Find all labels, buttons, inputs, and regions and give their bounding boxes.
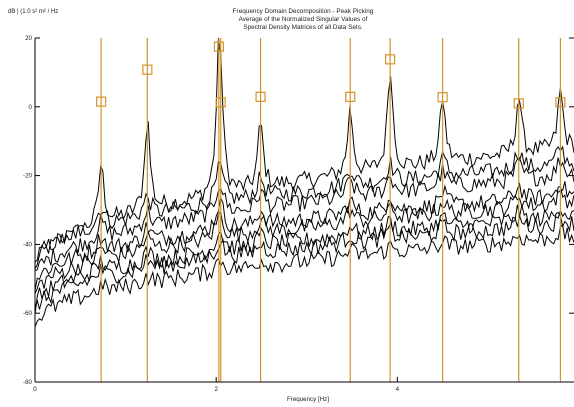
x-tick-label: 2 — [214, 386, 218, 393]
y-tick-label: 20 — [25, 35, 32, 42]
peak-markers — [96, 38, 566, 382]
chart-title-line-1: Frequency Domain Decomposition - Peak Pi… — [233, 8, 374, 15]
chart-title-line-2: Average of the Normalized Singular Value… — [239, 16, 368, 23]
peak-marker-1 — [96, 96, 107, 107]
y-unit-label: dB | (1.0 s² m² / Hz — [8, 9, 58, 15]
y-tick-label: -40 — [23, 241, 33, 248]
x-tick-label: 0 — [33, 386, 37, 393]
peak-marker-2 — [142, 64, 153, 75]
chart-title-line-3: Spectral Density Matrices of all Data Se… — [243, 24, 363, 31]
curve-3 — [34, 157, 574, 272]
curve-6 — [34, 204, 574, 315]
curve-8 — [34, 223, 574, 328]
peak-marker-3 — [213, 41, 224, 52]
curve-1 — [34, 37, 574, 270]
peak-marker-6 — [345, 91, 356, 102]
curve-5 — [34, 185, 574, 294]
peak-marker-8 — [437, 92, 448, 103]
curve-2 — [34, 145, 574, 263]
peak-marker-5 — [255, 91, 266, 102]
x-axis-label: Frequency [Hz] — [287, 396, 329, 403]
peak-marker-4 — [215, 97, 226, 108]
peak-marker-10 — [555, 97, 566, 108]
spectral-curves — [34, 37, 574, 328]
y-tick-label: -20 — [23, 173, 33, 180]
peak-marker-9 — [513, 98, 524, 109]
curve-4 — [34, 181, 574, 291]
axes: 200-20-40-60-800 2 4 — [23, 35, 574, 393]
y-tick-label: 0 — [29, 104, 33, 111]
peak-marker-7 — [385, 54, 396, 65]
y-tick-label: -80 — [23, 379, 33, 386]
y-tick-label: -60 — [23, 310, 33, 317]
curve-7 — [34, 211, 574, 310]
x-tick-label: 4 — [396, 386, 400, 393]
